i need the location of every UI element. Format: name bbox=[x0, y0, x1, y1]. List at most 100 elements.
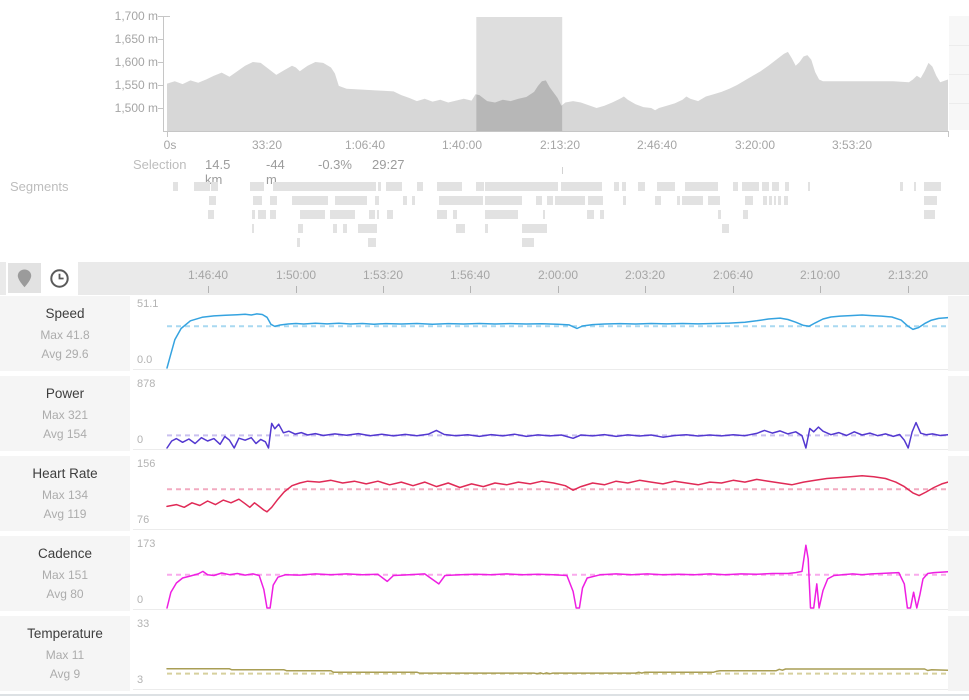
segment-bar[interactable] bbox=[386, 182, 402, 191]
overview-y-tick-label: 1,700 m bbox=[114, 9, 158, 23]
segment-bar[interactable] bbox=[194, 182, 210, 191]
segment-bar[interactable] bbox=[292, 196, 328, 205]
time-tick-label: 1:50:00 bbox=[275, 268, 317, 282]
segment-bar[interactable] bbox=[298, 224, 303, 233]
segment-bar[interactable] bbox=[924, 196, 937, 205]
segment-bar[interactable] bbox=[297, 238, 300, 247]
segment-bar[interactable] bbox=[437, 210, 447, 219]
segment-bar[interactable] bbox=[211, 182, 218, 191]
segment-bar[interactable] bbox=[250, 182, 264, 191]
segment-bar[interactable] bbox=[743, 210, 748, 219]
segment-bar[interactable] bbox=[485, 210, 518, 219]
speed-chart[interactable] bbox=[133, 292, 948, 372]
heartrate-chart[interactable] bbox=[133, 452, 948, 532]
segment-bar[interactable] bbox=[543, 210, 545, 219]
segment-bar[interactable] bbox=[622, 182, 626, 191]
segment-bar[interactable] bbox=[708, 196, 720, 205]
elevation-overview-chart[interactable] bbox=[167, 16, 948, 131]
segment-bar[interactable] bbox=[924, 210, 935, 219]
segment-bar[interactable] bbox=[745, 196, 753, 205]
segment-bar[interactable] bbox=[456, 224, 465, 233]
segment-bar[interactable] bbox=[600, 210, 604, 219]
segment-bar[interactable] bbox=[778, 196, 781, 205]
segment-bar[interactable] bbox=[253, 196, 262, 205]
time-tick bbox=[208, 286, 209, 293]
segment-bar[interactable] bbox=[682, 196, 703, 205]
segment-bar[interactable] bbox=[677, 196, 680, 205]
time-axis-button[interactable] bbox=[43, 263, 76, 293]
segment-bar[interactable] bbox=[742, 182, 759, 191]
segment-bar[interactable] bbox=[377, 210, 379, 219]
segment-bar[interactable] bbox=[330, 210, 355, 219]
segment-bar[interactable] bbox=[300, 210, 325, 219]
power-chart[interactable] bbox=[133, 372, 948, 452]
segment-bar[interactable] bbox=[333, 224, 337, 233]
segment-bar[interactable] bbox=[273, 182, 376, 191]
distance-axis-button[interactable] bbox=[8, 263, 41, 293]
segment-bar[interactable] bbox=[547, 196, 553, 205]
segment-bar[interactable] bbox=[808, 182, 810, 191]
segment-bar[interactable] bbox=[785, 182, 789, 191]
segment-bar[interactable] bbox=[522, 238, 534, 247]
segment-bar[interactable] bbox=[588, 196, 603, 205]
segment-bar[interactable] bbox=[476, 182, 484, 191]
segment-bar[interactable] bbox=[173, 182, 178, 191]
segment-bar[interactable] bbox=[403, 196, 407, 205]
segment-bar[interactable] bbox=[335, 196, 367, 205]
segment-bar[interactable] bbox=[763, 196, 767, 205]
segment-bar[interactable] bbox=[722, 224, 729, 233]
cadence-chart[interactable] bbox=[133, 532, 948, 612]
segment-bar[interactable] bbox=[485, 224, 488, 233]
segment-bar[interactable] bbox=[655, 196, 661, 205]
segment-bar[interactable] bbox=[733, 182, 738, 191]
segment-bar[interactable] bbox=[208, 210, 214, 219]
segment-bar[interactable] bbox=[439, 196, 483, 205]
segment-bar[interactable] bbox=[258, 210, 266, 219]
segment-bar[interactable] bbox=[358, 224, 377, 233]
segment-bar[interactable] bbox=[657, 182, 675, 191]
segment-bar[interactable] bbox=[536, 196, 542, 205]
segment-bar[interactable] bbox=[762, 182, 769, 191]
segment-bar[interactable] bbox=[718, 210, 721, 219]
metric-sidebar-cadence bbox=[0, 536, 130, 611]
segment-bar[interactable] bbox=[774, 196, 776, 205]
segment-bar[interactable] bbox=[561, 182, 602, 191]
temperature-chart[interactable] bbox=[133, 612, 948, 692]
metric-ymin-label: 0 bbox=[137, 434, 144, 446]
segment-bar[interactable] bbox=[369, 210, 375, 219]
segment-bar[interactable] bbox=[924, 182, 941, 191]
segment-bar[interactable] bbox=[378, 182, 381, 191]
segment-bar[interactable] bbox=[769, 196, 772, 205]
segment-bar[interactable] bbox=[209, 196, 216, 205]
segment-bar[interactable] bbox=[387, 210, 393, 219]
segment-bar[interactable] bbox=[555, 196, 585, 205]
segment-bar[interactable] bbox=[784, 196, 788, 205]
segment-bar[interactable] bbox=[453, 210, 457, 219]
segment-bar[interactable] bbox=[270, 210, 276, 219]
segment-bar[interactable] bbox=[914, 182, 916, 191]
segment-bar[interactable] bbox=[772, 182, 779, 191]
segment-bar[interactable] bbox=[375, 196, 379, 205]
overview-y-tick-label: 1,500 m bbox=[114, 101, 158, 115]
segment-bar[interactable] bbox=[485, 182, 558, 191]
segment-bar[interactable] bbox=[252, 210, 255, 219]
segment-bar[interactable] bbox=[587, 210, 594, 219]
segment-bar[interactable] bbox=[417, 182, 423, 191]
segment-bar[interactable] bbox=[270, 196, 277, 205]
segment-bar[interactable] bbox=[437, 182, 462, 191]
segment-bar[interactable] bbox=[638, 182, 645, 191]
segment-bar[interactable] bbox=[412, 196, 415, 205]
segment-bar[interactable] bbox=[900, 182, 903, 191]
segment-bar[interactable] bbox=[522, 224, 547, 233]
overview-y-tick bbox=[158, 16, 163, 17]
time-tick-label: 1:46:40 bbox=[187, 268, 229, 282]
segment-bar[interactable] bbox=[343, 224, 347, 233]
segment-bar[interactable] bbox=[623, 196, 626, 205]
segment-bar[interactable] bbox=[368, 238, 376, 247]
segment-bar[interactable] bbox=[685, 182, 718, 191]
overview-x-axis bbox=[163, 131, 949, 132]
overview-x-tick-label: 33:20 bbox=[251, 138, 283, 152]
segment-bar[interactable] bbox=[485, 196, 522, 205]
segment-bar[interactable] bbox=[614, 182, 619, 191]
segment-bar[interactable] bbox=[252, 224, 254, 233]
